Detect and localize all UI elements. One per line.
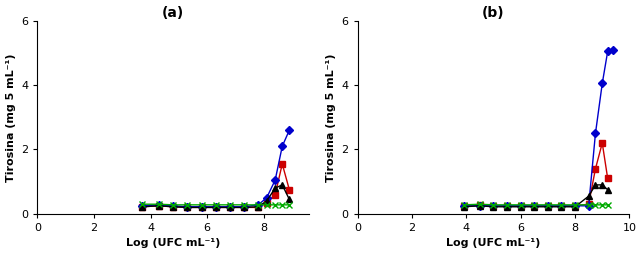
Y-axis label: Tirosina (mg 5 mL⁻¹): Tirosina (mg 5 mL⁻¹) <box>326 53 336 182</box>
X-axis label: Log (UFC mL⁻¹): Log (UFC mL⁻¹) <box>126 239 220 248</box>
Title: (a): (a) <box>162 6 184 20</box>
Title: (b): (b) <box>482 6 505 20</box>
X-axis label: Log (UFC mL⁻¹): Log (UFC mL⁻¹) <box>446 239 541 248</box>
Y-axis label: Tirosina (mg 5 mL⁻¹): Tirosina (mg 5 mL⁻¹) <box>6 53 15 182</box>
